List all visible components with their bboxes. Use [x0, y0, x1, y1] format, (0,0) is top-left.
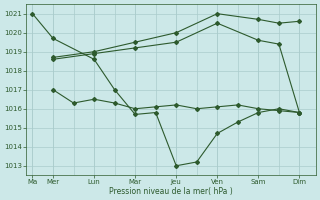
X-axis label: Pression niveau de la mer( hPa ): Pression niveau de la mer( hPa ) — [109, 187, 233, 196]
